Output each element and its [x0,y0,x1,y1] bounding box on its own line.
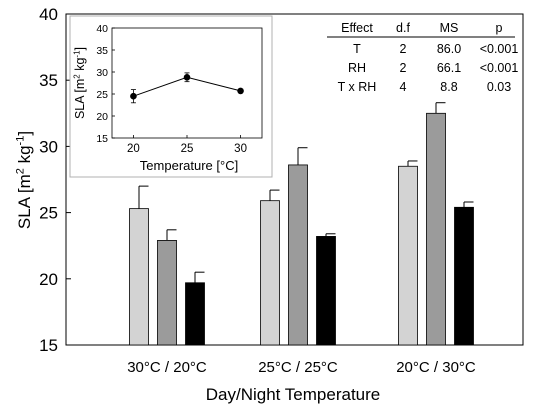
inset-y-tick-label: 25 [96,89,108,101]
y-tick-label: 40 [39,5,58,24]
table-cell: 2 [400,61,407,75]
y-tick-label: 15 [39,336,58,355]
inset-x-axis-label: Temperature [°C] [140,158,238,173]
bar [288,164,308,346]
bar [398,165,418,346]
bar [454,206,474,346]
table-cell: 86.0 [437,42,461,56]
y-tick-label: 25 [39,204,58,223]
bar [426,112,446,346]
bar [316,236,336,346]
y-tick-label: 35 [39,71,58,90]
x-axis-label: Day/Night Temperature [206,385,381,404]
table-cell: 4 [400,80,407,94]
anova-table: Effect d.f MS p T 2 86.0 <0.001 RH 2 66.1 <0.001 T x… [327,21,518,94]
inset-data-point [237,87,244,95]
table-cell: 2 [400,42,407,56]
table-cell: T x RH [338,80,377,94]
y-axis-label: SLA [m2 kg-1] [15,131,34,229]
y-tick-label: 20 [39,270,58,289]
inset-y-tick-label: 35 [96,45,108,57]
table-header: MS [440,21,459,35]
main-bar-chart: 15 20 25 30 35 40 30°C / 20°C 25°C / 25°C 20°C /… [15,5,524,404]
inset-x-tick-label: 20 [127,143,140,155]
bar [129,208,149,346]
table-header: Effect [341,21,373,35]
inset-y-tick-label: 20 [96,111,108,123]
table-cell: 8.8 [440,80,457,94]
table-cell: RH [348,61,366,75]
inset-y-tick-label: 40 [96,23,108,35]
table-cell: 0.03 [487,80,511,94]
inset-x-tick-label: 30 [234,143,247,155]
inset-panel [69,15,273,178]
inset-y-axis-label: SLA [m2 kg-1] [72,47,87,119]
table-cell: T [353,42,361,56]
inset-x-tick-label: 25 [181,143,194,155]
bar [185,282,205,346]
inset-y-tick-label: 15 [96,133,108,145]
inset-line-chart: 15 20 25 30 35 40 20 25 30 Temperature [°C] SLA [m… [69,15,273,178]
bar [157,240,177,346]
table-cell: <0.001 [480,42,519,56]
table-header: d.f [396,21,410,35]
inset-data-point [183,73,191,81]
table-cell: 66.1 [437,61,461,75]
inset-data-point [130,92,137,100]
table-cell: <0.001 [480,61,519,75]
y-tick-label: 30 [39,137,58,156]
table-header: p [496,21,503,35]
x-category-label: 30°C / 20°C [127,359,207,376]
bar [260,200,280,346]
x-category-label: 25°C / 25°C [258,359,338,376]
inset-y-tick-label: 30 [96,67,108,79]
x-category-label: 20°C / 30°C [396,359,476,376]
